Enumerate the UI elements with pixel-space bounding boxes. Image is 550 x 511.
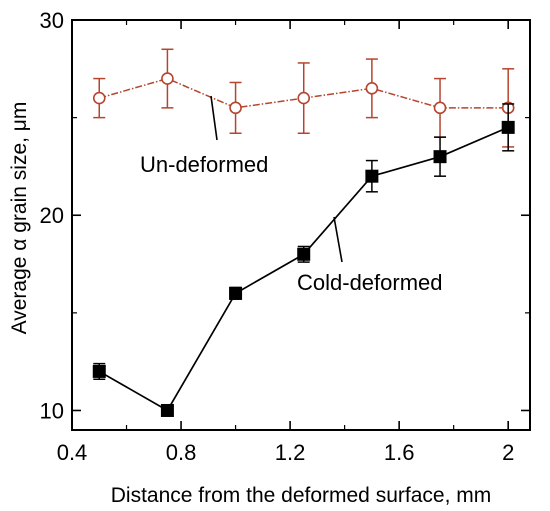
cold-deformed-point: [365, 169, 379, 183]
un-deformed-point: [365, 82, 379, 95]
cold-deformed-point: [160, 403, 174, 417]
y-tick-label: 30: [40, 8, 64, 33]
x-tick-label: 1.2: [275, 440, 306, 465]
cold-deformed-point: [229, 286, 243, 300]
un-deformed-point: [92, 91, 106, 105]
un-deformed-series: [92, 48, 515, 148]
un-deformed-point: [161, 72, 174, 85]
axis-ticks: 0.4 0.8 1.2 1.6 2 10 20 30: [40, 8, 530, 465]
x-tick-label: 1.6: [384, 440, 415, 465]
un-deformed-point: [229, 101, 242, 115]
plot-frame: [71, 19, 531, 431]
series-layer: [92, 48, 515, 417]
un-deformed-leader-line: [210, 95, 218, 141]
x-axis-label: Distance from the deformed surface, mm: [111, 484, 491, 507]
y-axis-label: Average α grain size, μm: [8, 102, 31, 335]
cold-deformed-leader-line: [333, 216, 343, 263]
un-deformed-point: [433, 101, 447, 115]
y-tick-label: 20: [40, 203, 64, 228]
cold-deformed-point: [433, 150, 447, 164]
y-tick-label: 10: [40, 398, 64, 423]
cold-deformed-annotation: Cold-deformed: [297, 270, 443, 295]
cold-deformed-point: [297, 247, 311, 261]
cold-deformed-point: [501, 120, 515, 134]
annotations: Un-deformed Cold-deformed: [140, 95, 443, 295]
x-tick-label: 2: [502, 440, 514, 465]
un-deformed-annotation: Un-deformed: [140, 152, 268, 177]
cold-deformed-point: [92, 364, 106, 378]
un-deformed-point: [297, 91, 311, 105]
x-tick-label: 0.4: [57, 440, 88, 465]
cold-deformed-series: [92, 103, 515, 417]
x-tick-label: 0.8: [166, 440, 197, 465]
